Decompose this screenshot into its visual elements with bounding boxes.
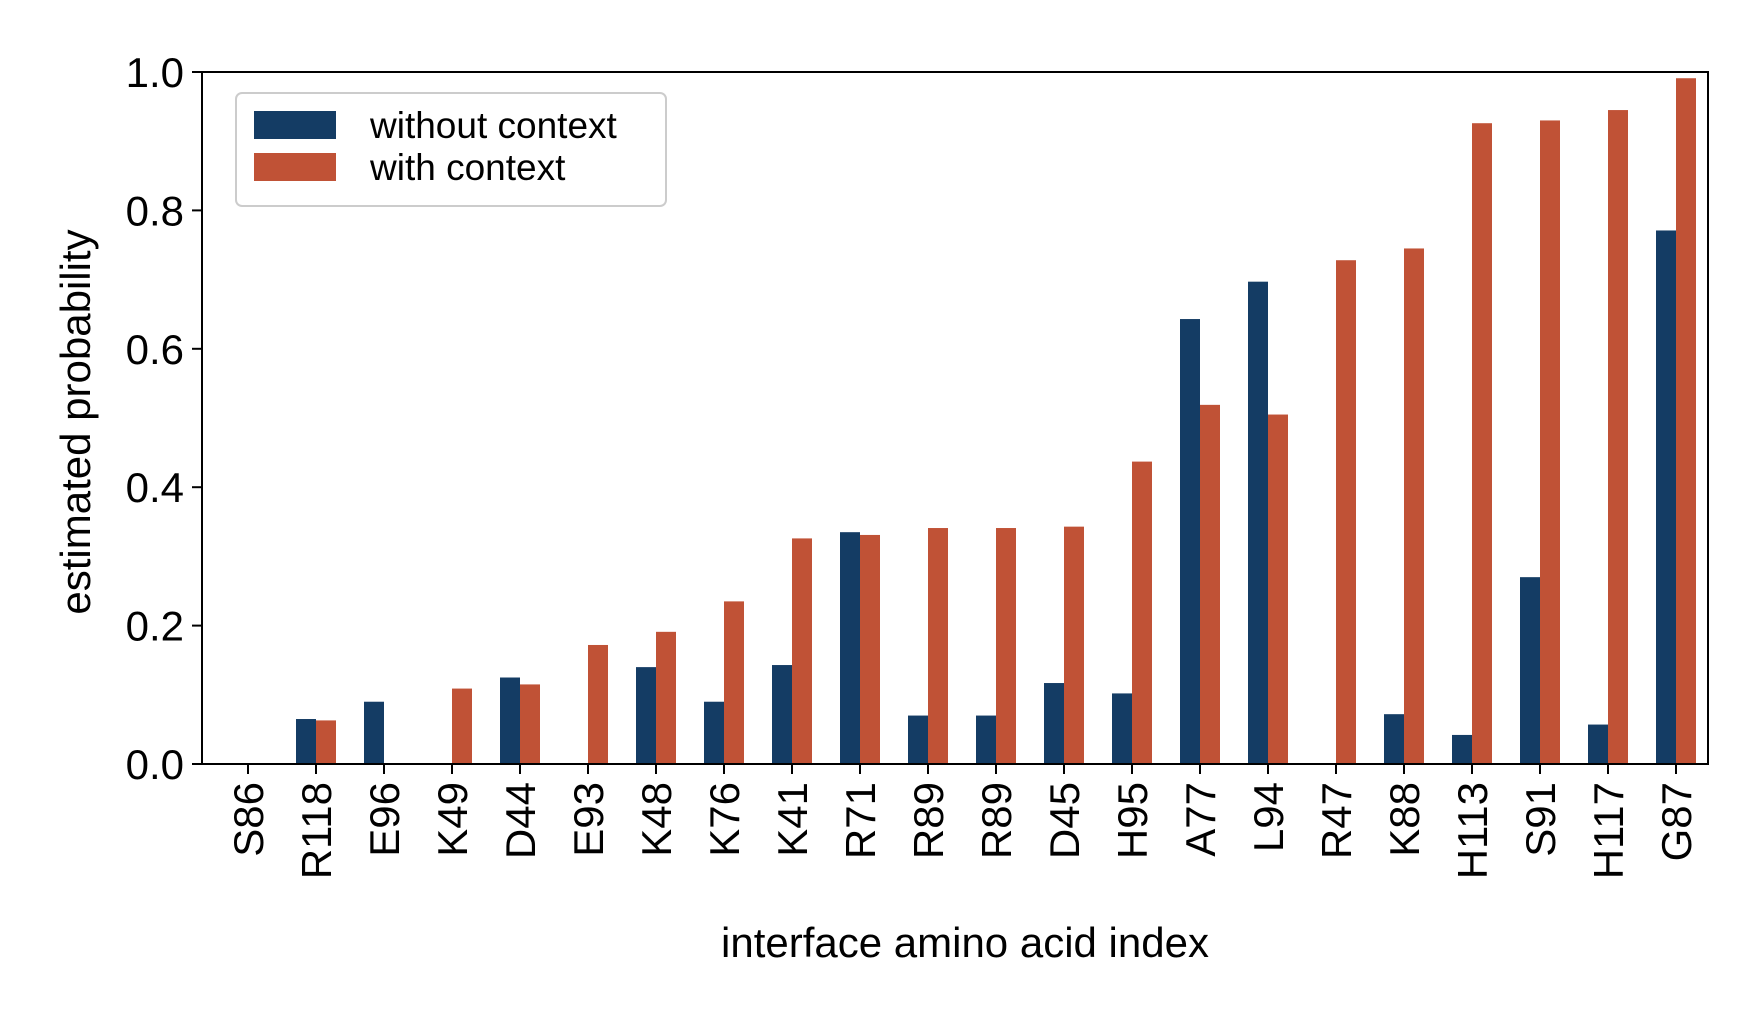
y-tick-label: 1.0 xyxy=(126,49,184,96)
x-tick-label-h113: H113 xyxy=(1449,782,1496,879)
x-tick-label-k88: K88 xyxy=(1381,782,1428,857)
axes-layer xyxy=(201,71,1709,765)
bar-with-r89-11 xyxy=(996,528,1016,764)
x-tick-label-d45: D45 xyxy=(1041,782,1088,859)
bar-with-k76-7 xyxy=(724,601,744,764)
legend-swatch-with-context xyxy=(254,153,336,181)
bar-with-d45-12 xyxy=(1064,526,1084,764)
legend-label-with-context: with context xyxy=(369,147,566,188)
x-tick-label-s91: S91 xyxy=(1517,782,1564,857)
bar-with-r118-1 xyxy=(316,720,336,764)
x-tick-label-r71: R71 xyxy=(837,782,884,859)
bar-without-e96-2 xyxy=(364,701,384,764)
bar-without-r89-10 xyxy=(908,715,928,764)
y-tick-label: 0.6 xyxy=(126,326,184,373)
x-tick-label-r118: R118 xyxy=(293,782,340,879)
x-tick-label-r47: R47 xyxy=(1313,782,1360,859)
bar-without-d45-12 xyxy=(1044,683,1064,764)
bar-with-r47-16 xyxy=(1336,260,1356,764)
bars-layer xyxy=(296,78,1696,764)
bar-with-l94-15 xyxy=(1268,414,1288,764)
legend-swatch-without-context xyxy=(254,111,336,139)
bar-without-k48-6 xyxy=(636,667,656,764)
x-tick-label-a77: A77 xyxy=(1177,782,1224,857)
bar-with-k41-8 xyxy=(792,538,812,764)
bar-without-k76-7 xyxy=(704,701,724,764)
x-tick-label-d44: D44 xyxy=(497,782,544,859)
x-tick-label-k76: K76 xyxy=(701,782,748,857)
ticks-layer: 0.0 0.2 0.4 0.6 0.8 1.0 S86 R118 E96 K49 D44 E93 K48… xyxy=(126,49,1700,879)
legend-box xyxy=(235,92,667,207)
bar-with-k88-17 xyxy=(1404,248,1424,764)
plot-frame xyxy=(201,71,1709,765)
x-tick-label-g87: G87 xyxy=(1653,782,1700,861)
bar-without-h117-20 xyxy=(1588,724,1608,764)
y-tick-label: 0.2 xyxy=(126,603,184,650)
bar-with-h95-13 xyxy=(1132,461,1152,764)
bar-with-k48-6 xyxy=(656,631,676,764)
bar-with-k49-3 xyxy=(452,688,472,764)
x-axis-label: interface amino acid index xyxy=(721,919,1209,966)
bar-with-d44-4 xyxy=(520,684,540,764)
bar-without-r71-9 xyxy=(840,532,860,764)
y-axis-label: estimated probability xyxy=(52,229,99,614)
x-tick-label-s86: S86 xyxy=(225,782,272,857)
bar-without-l94-15 xyxy=(1248,281,1268,764)
x-tick-label-h117: H117 xyxy=(1585,782,1632,879)
bar-with-r89-10 xyxy=(928,528,948,764)
x-tick-label-k48: K48 xyxy=(633,782,680,857)
bar-without-k41-8 xyxy=(772,665,792,764)
bar-without-r89-11 xyxy=(976,715,996,764)
x-tick-label-l94: L94 xyxy=(1245,782,1292,852)
x-tick-label-h95: H95 xyxy=(1109,782,1156,859)
bar-without-h95-13 xyxy=(1112,693,1132,764)
x-tick-label-e96: E96 xyxy=(361,782,408,857)
bar-without-a77-14 xyxy=(1180,319,1200,764)
bar-with-e93-5 xyxy=(588,644,608,764)
bar-without-k88-17 xyxy=(1384,714,1404,764)
y-tick-label: 0.8 xyxy=(126,187,184,234)
bar-with-a77-14 xyxy=(1200,404,1220,764)
y-tick-label: 0.0 xyxy=(126,741,184,788)
x-tick-label-e93: E93 xyxy=(565,782,612,857)
bar-with-h117-20 xyxy=(1608,110,1628,764)
x-tick-label-r89: R89 xyxy=(905,782,952,859)
bar-with-s91-19 xyxy=(1540,120,1560,764)
bar-without-g87-21 xyxy=(1656,230,1676,764)
bar-without-h113-18 xyxy=(1452,734,1472,764)
bar-with-r71-9 xyxy=(860,534,880,764)
y-tick-label: 0.4 xyxy=(126,464,184,511)
bar-without-d44-4 xyxy=(500,677,520,764)
legend-label-without-context: without context xyxy=(369,105,618,146)
x-tick-label-k49: K49 xyxy=(429,782,476,857)
x-tick-label-k41: K41 xyxy=(769,782,816,857)
bar-with-h113-18 xyxy=(1472,123,1492,764)
bar-without-s91-19 xyxy=(1520,577,1540,764)
bar-with-g87-21 xyxy=(1676,78,1696,764)
bar-without-r118-1 xyxy=(296,719,316,764)
x-tick-label-r89: R89 xyxy=(973,782,1020,859)
